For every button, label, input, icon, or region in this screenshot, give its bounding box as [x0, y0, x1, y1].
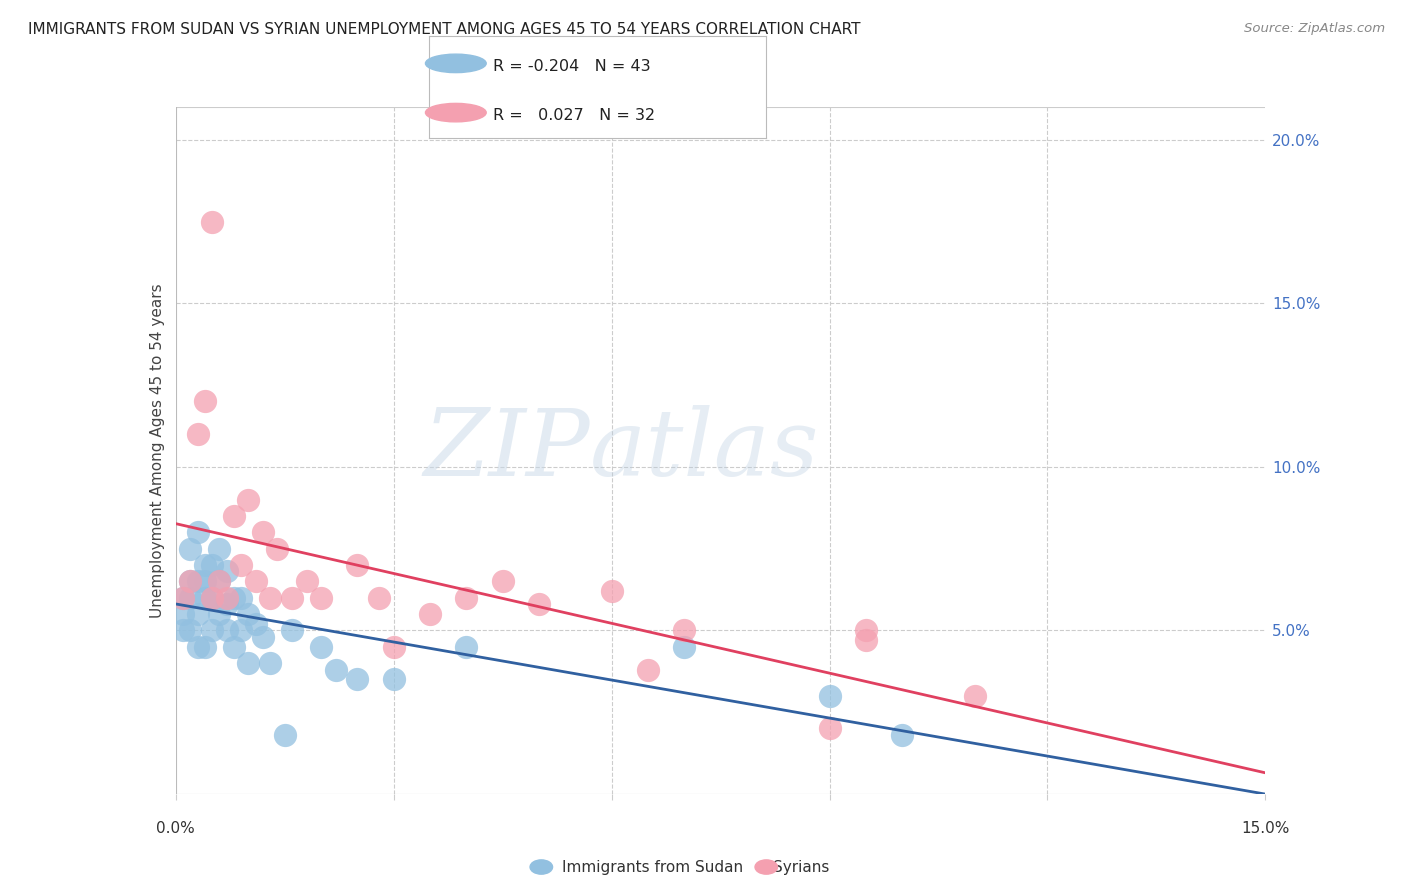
Point — [231, 624, 253, 638]
Point — [281, 624, 304, 638]
Point — [346, 558, 368, 572]
Point — [637, 663, 659, 677]
Point — [295, 574, 318, 589]
Point — [186, 427, 209, 442]
Point — [963, 689, 986, 703]
Point — [179, 574, 201, 589]
Point — [179, 591, 201, 605]
Text: ZIP: ZIP — [423, 406, 591, 495]
Point — [208, 607, 231, 621]
Point — [346, 673, 368, 687]
Point — [673, 640, 696, 654]
Point — [222, 640, 245, 654]
Point — [186, 640, 209, 654]
Point — [215, 624, 238, 638]
Point — [252, 630, 274, 644]
Point — [172, 591, 194, 605]
Point — [186, 525, 209, 540]
Text: atlas: atlas — [591, 406, 820, 495]
Point — [673, 624, 696, 638]
Point — [818, 722, 841, 736]
Point — [325, 663, 347, 677]
Point — [194, 558, 217, 572]
Point — [201, 591, 224, 605]
Point — [186, 574, 209, 589]
Point — [201, 214, 224, 228]
Point — [194, 574, 217, 589]
Point — [172, 607, 194, 621]
Point — [245, 616, 267, 631]
Point — [419, 607, 441, 621]
Text: Syrians: Syrians — [773, 860, 830, 874]
Point — [855, 624, 877, 638]
Point — [215, 597, 238, 611]
Point — [274, 728, 297, 742]
Y-axis label: Unemployment Among Ages 45 to 54 years: Unemployment Among Ages 45 to 54 years — [149, 283, 165, 618]
Text: 15.0%: 15.0% — [1241, 822, 1289, 837]
Point — [238, 656, 260, 670]
Point — [222, 508, 245, 523]
Point — [266, 541, 288, 556]
Point — [194, 591, 217, 605]
Point — [172, 591, 194, 605]
Point — [201, 591, 224, 605]
Point — [456, 591, 478, 605]
Text: Source: ZipAtlas.com: Source: ZipAtlas.com — [1244, 22, 1385, 36]
Circle shape — [426, 54, 486, 72]
Point — [201, 624, 224, 638]
Point — [194, 640, 217, 654]
Point — [492, 574, 515, 589]
Point — [208, 541, 231, 556]
Text: R =   0.027   N = 32: R = 0.027 N = 32 — [494, 108, 655, 123]
Point — [309, 591, 332, 605]
Point — [245, 574, 267, 589]
Point — [382, 640, 405, 654]
Point — [172, 624, 194, 638]
Point — [179, 541, 201, 556]
Point — [252, 525, 274, 540]
Point — [238, 607, 260, 621]
Point — [208, 574, 231, 589]
Point — [382, 673, 405, 687]
Point — [231, 558, 253, 572]
Text: R = -0.204   N = 43: R = -0.204 N = 43 — [494, 59, 651, 74]
Text: Immigrants from Sudan: Immigrants from Sudan — [562, 860, 744, 874]
Point — [222, 591, 245, 605]
Point — [368, 591, 391, 605]
Point — [179, 624, 201, 638]
Point — [309, 640, 332, 654]
Text: 0.0%: 0.0% — [156, 822, 195, 837]
Point — [281, 591, 304, 605]
Point — [215, 565, 238, 579]
Point — [231, 591, 253, 605]
Point — [527, 597, 550, 611]
Text: IMMIGRANTS FROM SUDAN VS SYRIAN UNEMPLOYMENT AMONG AGES 45 TO 54 YEARS CORRELATI: IMMIGRANTS FROM SUDAN VS SYRIAN UNEMPLOY… — [28, 22, 860, 37]
Point — [186, 607, 209, 621]
Point — [179, 574, 201, 589]
Point — [238, 492, 260, 507]
Point — [456, 640, 478, 654]
Point — [818, 689, 841, 703]
Point — [891, 728, 914, 742]
Point — [201, 558, 224, 572]
Point — [259, 656, 281, 670]
Point — [855, 633, 877, 648]
Point — [259, 591, 281, 605]
Point — [208, 574, 231, 589]
Point — [600, 584, 623, 599]
Point — [215, 591, 238, 605]
Point — [194, 394, 217, 409]
Circle shape — [426, 103, 486, 122]
